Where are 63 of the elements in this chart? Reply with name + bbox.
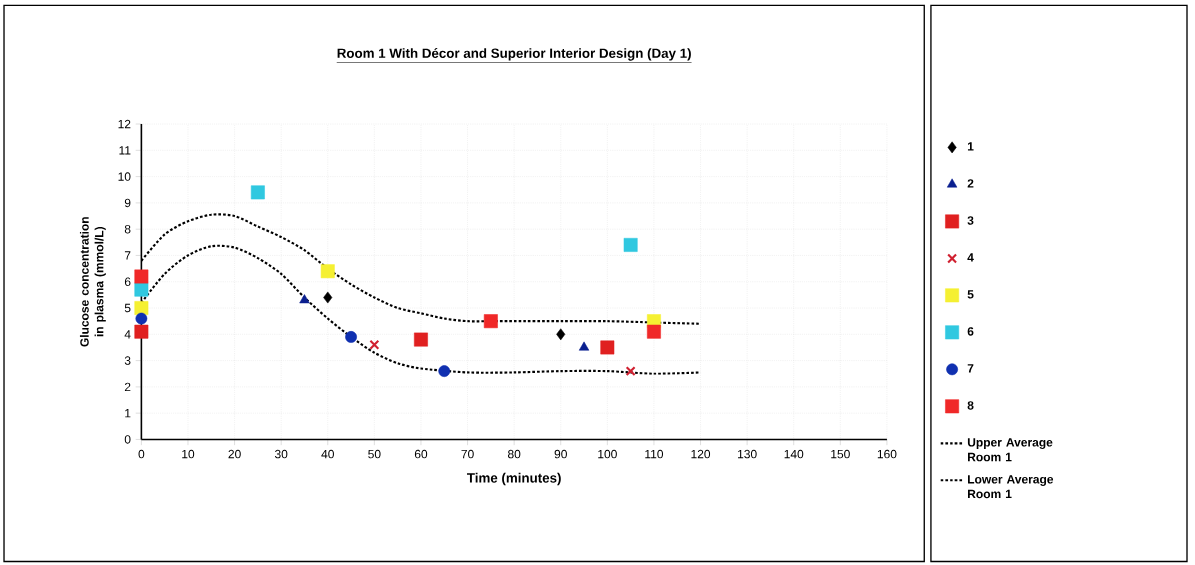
x-tick-label: 30 [274, 449, 288, 459]
y-tick-label: 10 [118, 172, 131, 181]
y-tick-label: 12 [118, 119, 131, 128]
point [369, 339, 380, 350]
point [320, 264, 335, 278]
x-tick-label: 50 [368, 449, 381, 459]
x-tick-label: 80 [508, 449, 521, 459]
y-tick-label: 9 [124, 198, 131, 207]
y-tick-label: 7 [124, 251, 131, 260]
y-tick-label: 11 [119, 145, 131, 155]
x-tick-label: 10 [182, 449, 195, 459]
legend-label: 2 [967, 178, 974, 188]
point [647, 324, 661, 339]
y-tick-label: 8 [124, 224, 131, 234]
point [438, 365, 451, 377]
point [625, 365, 636, 376]
x-tick-label: 90 [554, 449, 567, 459]
point [134, 300, 149, 315]
x-tick-label: 160 [877, 449, 897, 459]
legend-label: 3 [967, 216, 974, 225]
point [134, 282, 149, 297]
legend-label: Upper Average Room 1 [967, 437, 1053, 462]
chart-title: Room 1 With Décor and Superior Interior Design (Day 1) [337, 47, 691, 61]
y-tick-label: 2 [124, 382, 131, 391]
x-tick-label: 40 [321, 449, 334, 459]
y-tick-label: 3 [124, 356, 131, 365]
point [323, 291, 333, 304]
y-tick-label: 1 [125, 408, 131, 418]
legend-label: 8 [967, 400, 974, 410]
legend-label: 5 [967, 289, 974, 299]
y-tick-label: 4 [124, 329, 131, 339]
point [134, 324, 149, 339]
point [414, 332, 428, 347]
legend-label: 7 [967, 363, 974, 373]
x-tick-label: 70 [461, 449, 474, 459]
point [134, 269, 149, 284]
y-tick-label: 6 [124, 277, 131, 286]
x-axis-title: Time (minutes) [466, 472, 561, 486]
point [578, 341, 590, 351]
point [483, 314, 498, 328]
point [299, 294, 310, 303]
point [556, 328, 566, 340]
legend-label: 4 [967, 253, 974, 262]
x-tick-label: 140 [784, 449, 804, 459]
y-axis-title: Glucose concentration in plasma (mmol/L) [79, 216, 106, 347]
legend-label: 6 [967, 326, 974, 336]
point [600, 340, 615, 355]
x-tick-label: 20 [228, 449, 241, 459]
x-tick-label: 120 [691, 449, 711, 459]
legend-label: Lower Average Room 1 [968, 474, 1054, 498]
legend-label: 1 [967, 142, 974, 151]
x-tick-label: 100 [598, 449, 617, 459]
point [345, 330, 357, 343]
point [135, 312, 148, 325]
y-tick-label: 0 [124, 434, 131, 444]
x-tick-label: 150 [831, 449, 850, 459]
point [623, 237, 638, 252]
x-tick-label: 60 [414, 449, 428, 459]
x-tick-label: 110 [645, 449, 664, 459]
point [250, 185, 265, 200]
x-tick-label: 0 [138, 449, 145, 459]
x-tick-label: 130 [738, 449, 757, 459]
y-tick-label: 5 [124, 303, 131, 312]
